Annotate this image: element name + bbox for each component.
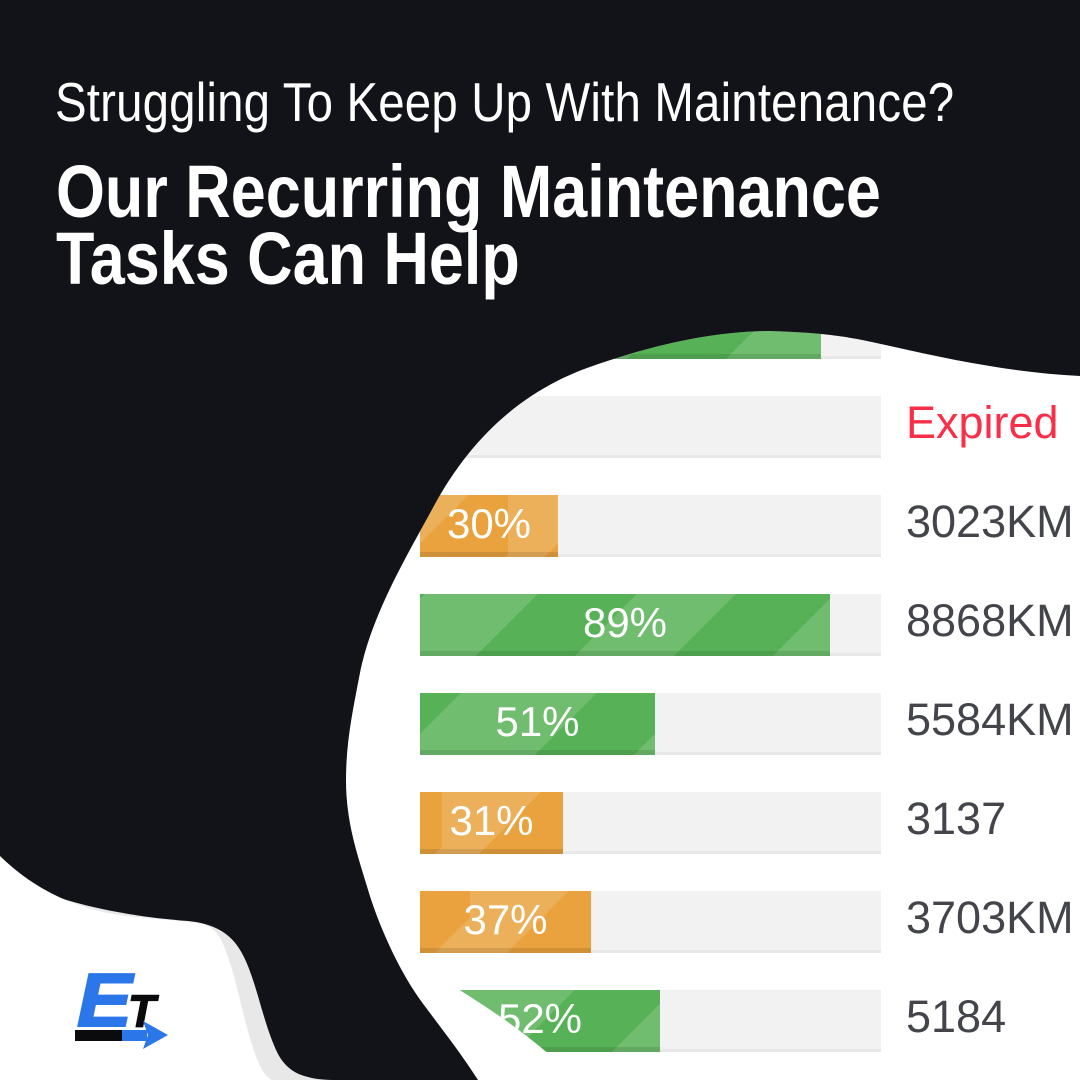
poster-title-line1: Our Recurring Maintenance xyxy=(56,150,881,233)
poster-title: Our Recurring Maintenance Tasks Can Help xyxy=(56,150,881,300)
logo-arrow-head xyxy=(143,1021,168,1049)
logo-underline-black-bar xyxy=(75,1030,122,1041)
poster-subtitle: Struggling To Keep Up With Maintenance? xyxy=(55,71,955,133)
logo-arrow-shaft xyxy=(122,1030,147,1041)
logo-letter-e: E xyxy=(76,958,133,1042)
poster-title-line2: Tasks Can Help xyxy=(56,217,520,300)
